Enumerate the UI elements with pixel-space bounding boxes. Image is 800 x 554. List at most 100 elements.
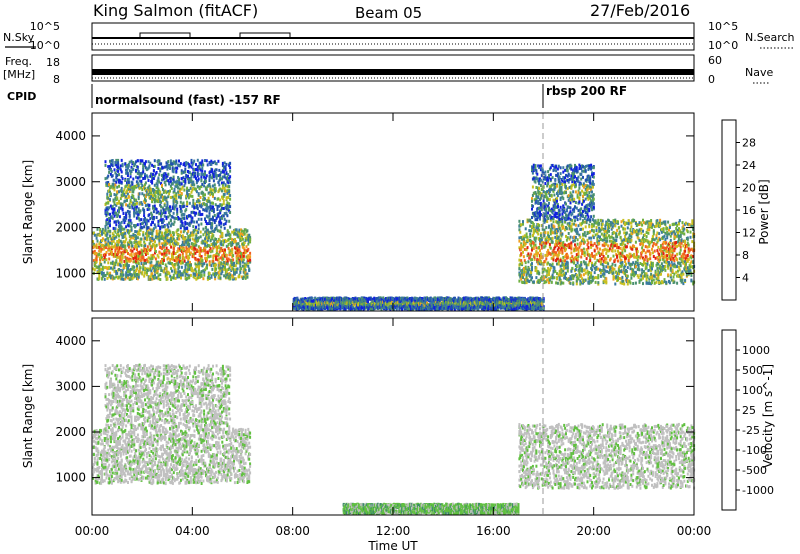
heatmap-cell — [630, 235, 632, 238]
heatmap-cell — [108, 258, 110, 261]
heatmap-cell — [131, 222, 133, 225]
heatmap-cell — [176, 213, 178, 216]
heatmap-cell — [135, 237, 137, 240]
heatmap-cell — [118, 200, 120, 203]
heatmap-cell — [226, 201, 228, 204]
heatmap-cell — [678, 239, 680, 242]
heatmap-cell — [567, 264, 569, 267]
heatmap-cell — [631, 248, 633, 251]
heatmap-cell — [212, 216, 214, 219]
heatmap-cell — [226, 220, 228, 223]
heatmap-cell — [529, 256, 531, 259]
heatmap-cell — [163, 178, 165, 181]
heatmap-cell — [198, 228, 200, 231]
heatmap-cell — [531, 268, 533, 271]
heatmap-cell — [136, 246, 138, 249]
heatmap-cell — [133, 253, 135, 256]
heatmap-cell — [171, 276, 173, 279]
heatmap-cell — [630, 263, 632, 266]
heatmap-cell — [161, 178, 163, 181]
heatmap-cell — [565, 266, 567, 269]
heatmap-cell — [107, 213, 109, 216]
heatmap-cell — [140, 218, 142, 221]
heatmap-cell — [664, 269, 666, 272]
heatmap-cell — [169, 275, 171, 278]
heatmap-cell — [141, 271, 143, 274]
heatmap-cell — [201, 167, 203, 170]
heatmap-cell — [565, 235, 567, 238]
heatmap-cell — [182, 186, 184, 189]
heatmap-cell — [172, 255, 174, 258]
heatmap-cell — [545, 242, 547, 245]
heatmap-cell — [176, 276, 178, 279]
heatmap-cell — [158, 243, 160, 246]
heatmap-cell — [165, 183, 167, 186]
heatmap-cell — [518, 240, 520, 243]
heatmap-cell — [530, 253, 532, 256]
heatmap-cell — [524, 234, 526, 237]
heatmap-cell — [204, 197, 206, 200]
heatmap-cell — [559, 244, 561, 247]
heatmap-cell — [136, 217, 138, 220]
heatmap-cell — [139, 252, 141, 255]
heatmap-cell — [107, 261, 109, 264]
heatmap-cell — [664, 232, 666, 235]
heatmap-cell — [170, 159, 172, 162]
heatmap-cell — [148, 226, 150, 229]
heatmap-cell — [236, 271, 238, 274]
heatmap-cell — [208, 233, 210, 236]
heatmap-cell — [238, 261, 240, 264]
heatmap-cell — [595, 276, 597, 279]
heatmap-cell — [586, 266, 588, 269]
heatmap-cell — [221, 232, 223, 235]
heatmap-cell — [674, 233, 676, 236]
heatmap-cell — [589, 230, 591, 233]
heatmap-cell — [570, 257, 572, 260]
heatmap-cell — [521, 262, 523, 265]
heatmap-cell — [141, 192, 143, 195]
heatmap-cell — [222, 243, 224, 246]
heatmap-cell — [654, 275, 656, 278]
heatmap-cell — [638, 264, 640, 267]
heatmap-cell — [212, 193, 214, 196]
heatmap-cell — [621, 251, 623, 254]
heatmap-cell — [112, 164, 114, 167]
heatmap-cell — [573, 223, 575, 226]
freq-trace — [92, 69, 694, 75]
heatmap-cell — [104, 261, 106, 264]
heatmap-cell — [147, 252, 149, 255]
heatmap-cell — [179, 270, 181, 273]
heatmap-cell — [177, 186, 179, 189]
heatmap-cell — [121, 278, 123, 281]
heatmap-cell — [648, 282, 650, 285]
heatmap-cell — [205, 227, 207, 230]
heatmap-cell — [220, 222, 222, 225]
heatmap-cell — [122, 256, 124, 259]
heatmap-cell — [167, 195, 169, 198]
heatmap-cell — [121, 190, 123, 193]
heatmap-cell — [132, 161, 134, 164]
heatmap-cell — [588, 237, 590, 240]
heatmap-cell — [203, 184, 205, 187]
heatmap-cell — [577, 231, 579, 234]
heatmap-cell — [211, 226, 213, 229]
heatmap-cell — [571, 223, 573, 226]
heatmap-cell — [164, 215, 166, 218]
heatmap-cell — [137, 159, 139, 162]
heatmap-cell — [114, 208, 116, 211]
heatmap-cell — [131, 226, 133, 229]
heatmap-cell — [567, 261, 569, 264]
heatmap-cell — [98, 253, 100, 256]
heatmap-cell — [670, 267, 672, 270]
heatmap-cell — [593, 236, 595, 239]
heatmap-cell — [246, 276, 248, 279]
heatmap-cell — [174, 189, 176, 192]
heatmap-cell — [123, 212, 125, 215]
heatmap-cell — [194, 202, 196, 205]
heatmap-cell — [665, 261, 667, 264]
heatmap-cell — [592, 265, 594, 268]
heatmap-cell — [551, 281, 553, 284]
heatmap-cell — [158, 173, 160, 176]
heatmap-cell — [109, 235, 111, 238]
heatmap-cell — [134, 257, 136, 260]
